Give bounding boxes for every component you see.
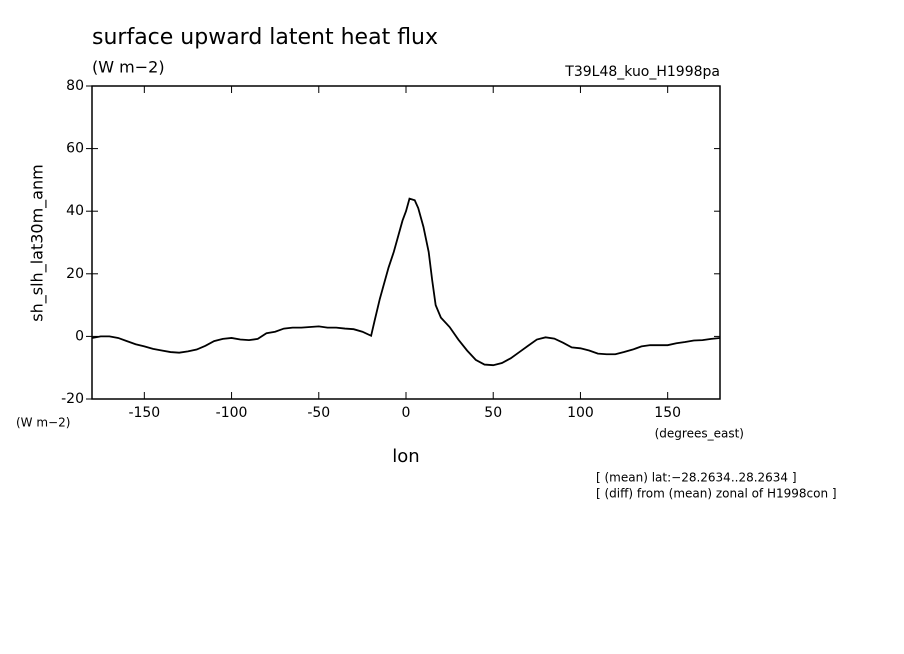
y-tick-label: 0 xyxy=(75,328,84,344)
y-tick-label: 20 xyxy=(66,266,84,282)
y-tick-label: 80 xyxy=(66,78,84,94)
x-tick-label: 0 xyxy=(402,405,411,421)
x-axis-label: lon xyxy=(392,446,419,467)
chart-title: surface upward latent heat flux xyxy=(92,25,438,50)
note: [ (diff) from (mean) zonal of H1998con ] xyxy=(596,487,837,501)
y-axis-label: sh_slh_lat30m_anm xyxy=(28,164,48,321)
x-tick-label: 50 xyxy=(484,405,502,421)
y-units: (W m−2) xyxy=(16,416,70,430)
x-units: (degrees_east) xyxy=(655,427,744,441)
y-tick-label: -20 xyxy=(61,391,84,407)
annotation: T39L48_kuo_H1998pa xyxy=(564,64,720,80)
x-tick-label: 150 xyxy=(654,405,681,421)
y-tick-label: 40 xyxy=(66,203,84,219)
x-tick-label: 100 xyxy=(567,405,594,421)
chart-subtitle: (W m−2) xyxy=(92,58,165,77)
y-tick-label: 60 xyxy=(66,141,84,157)
data-line xyxy=(91,197,721,367)
x-tick-label: -50 xyxy=(307,405,330,421)
x-tick-label: -150 xyxy=(128,405,160,421)
x-tick-label: -100 xyxy=(216,405,248,421)
note: [ (mean) lat:−28.2634..28.2634 ] xyxy=(596,471,797,485)
